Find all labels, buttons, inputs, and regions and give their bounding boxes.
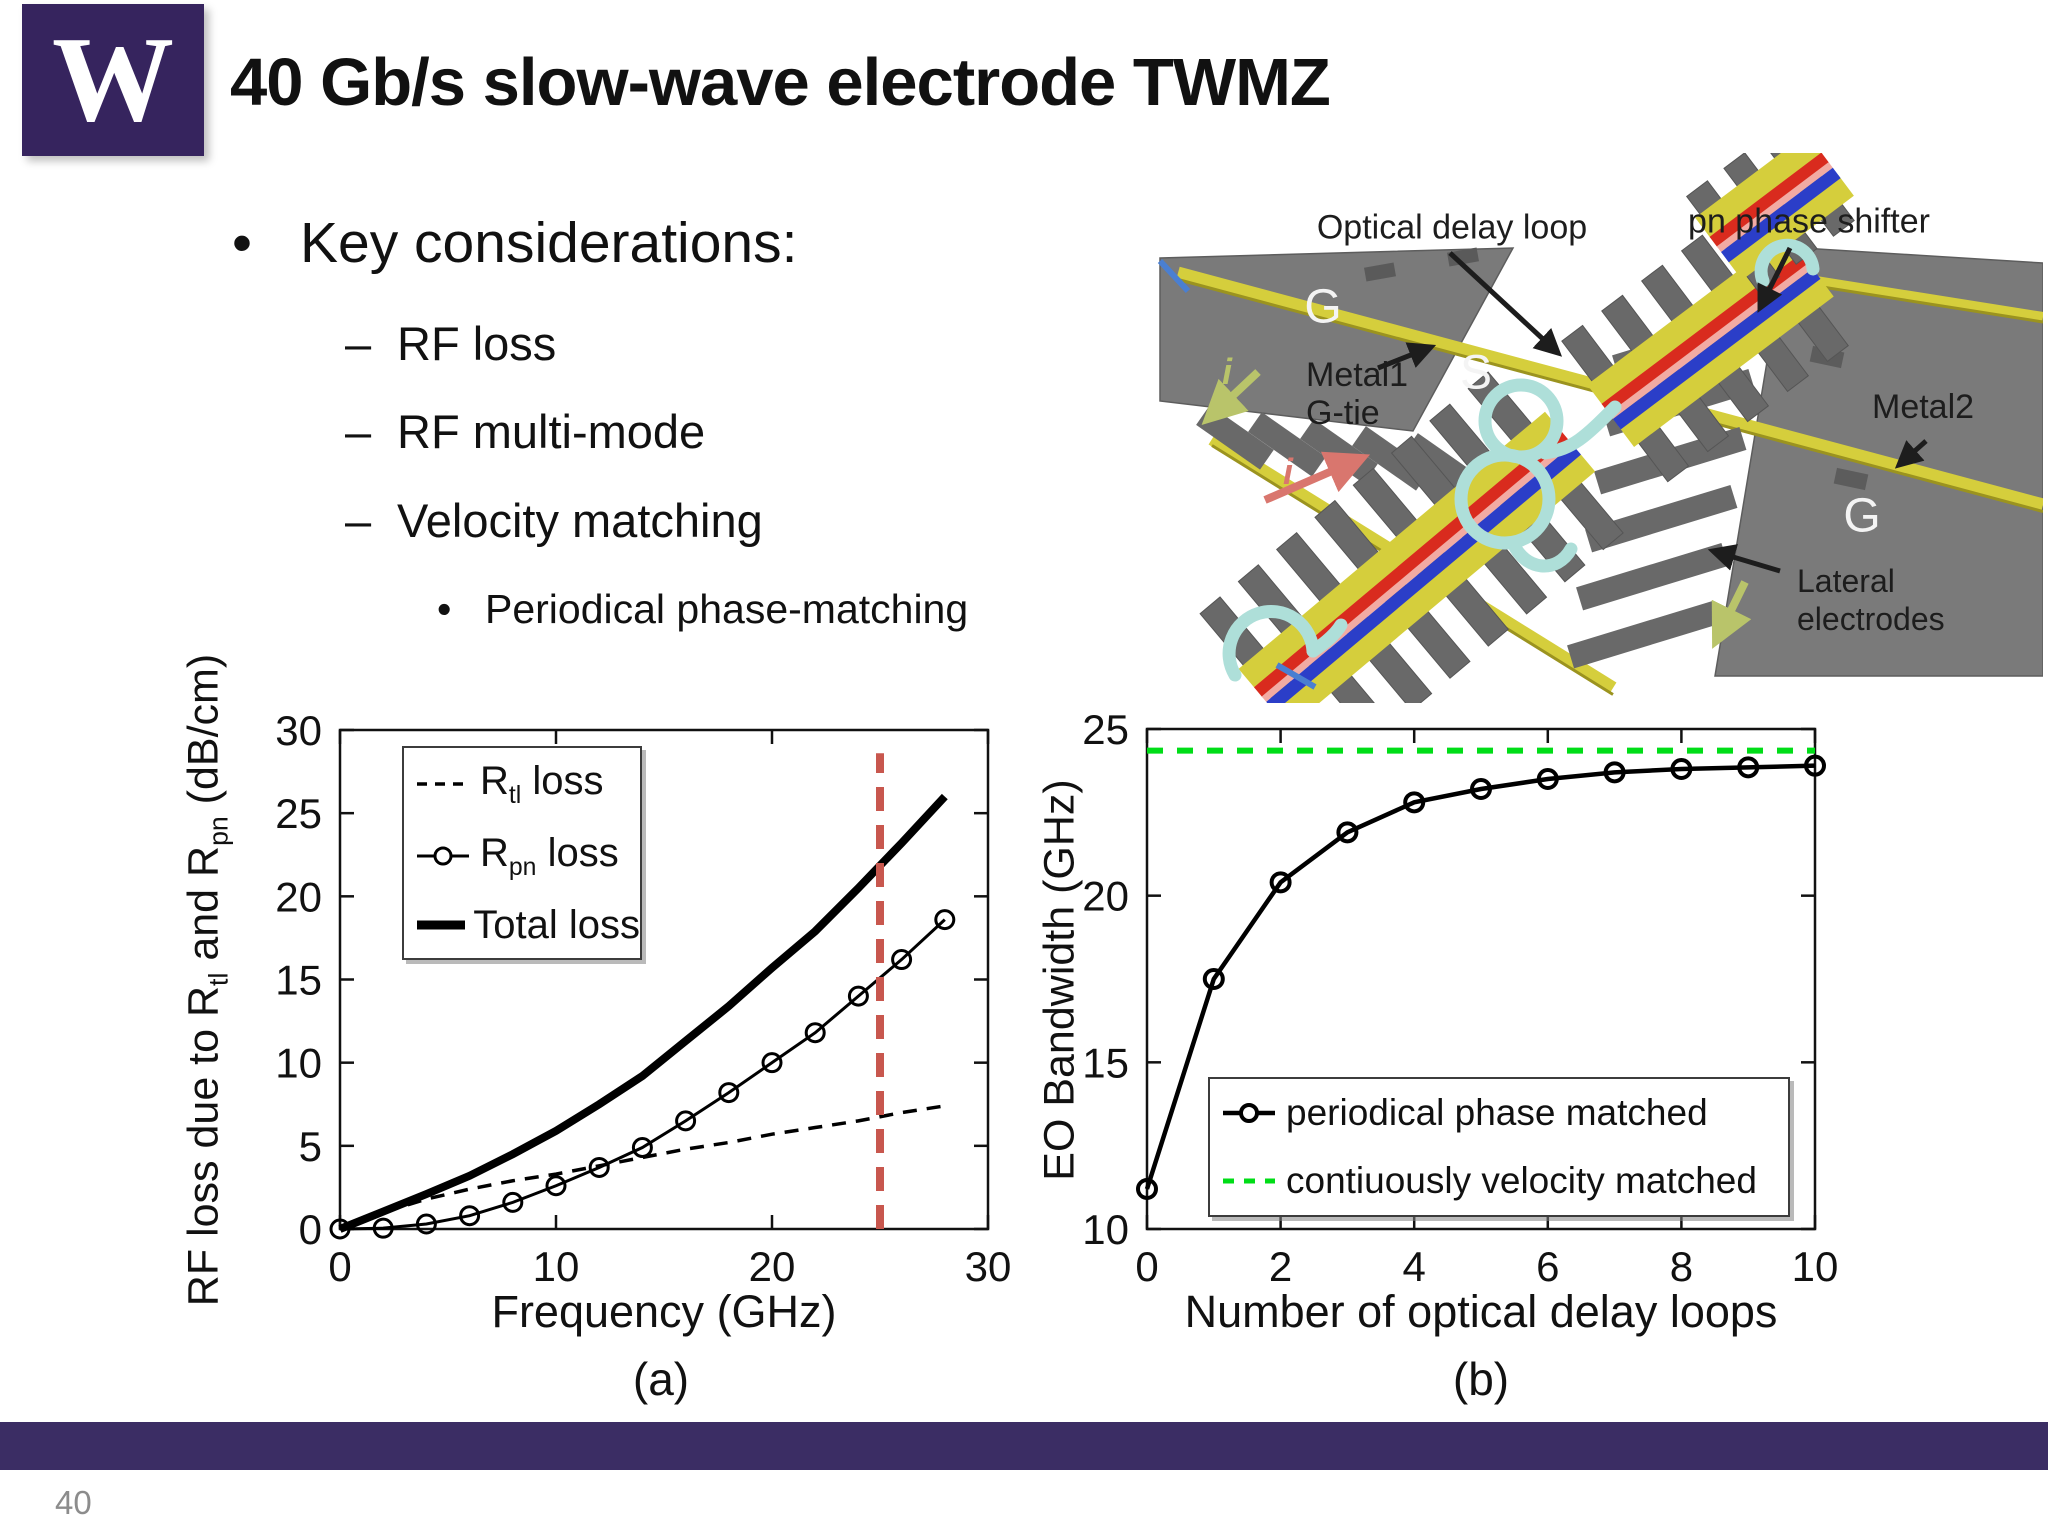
svg-text:10: 10 <box>1082 1206 1129 1253</box>
svg-text:0: 0 <box>328 1243 351 1290</box>
chart-a-caption: (a) <box>632 1353 690 1405</box>
bullet-dot-icon: • <box>437 586 452 632</box>
bullet-level2-item: – RF multi-mode <box>345 404 705 459</box>
svg-text:10: 10 <box>533 1243 580 1290</box>
chart-a-rf-loss: 0 10 20 30 0 5 10 15 20 25 30 <box>275 707 1012 1290</box>
bullet-dot-icon: • <box>232 211 252 275</box>
legend-entry: Rpn loss <box>404 831 640 882</box>
current-label-red: i <box>1282 451 1294 492</box>
bullet-level2-text: RF loss <box>397 317 557 370</box>
svg-text:10: 10 <box>1792 1243 1839 1290</box>
dash-icon: – <box>345 405 372 458</box>
bullet-level3-item: • Periodical phase-matching <box>437 586 968 633</box>
chart-a-x-axis-label: Frequency (GHz) <box>491 1286 837 1337</box>
chart-b-x-axis-label: Number of optical delay loops <box>1184 1286 1778 1337</box>
optical-delay-loop-label: Optical delay loop <box>1316 208 1588 247</box>
svg-text:25: 25 <box>275 790 322 837</box>
svg-text:6: 6 <box>1536 1243 1559 1290</box>
svg-text:25: 25 <box>1082 706 1129 753</box>
device-3d-figure <box>1157 153 2043 703</box>
bullet-level2-item: – RF loss <box>345 316 556 371</box>
svg-text:0: 0 <box>1135 1243 1158 1290</box>
legend-entry: Total loss <box>417 902 640 947</box>
ground-label-top: G <box>1304 280 1342 334</box>
legend-entry: periodical phase matched <box>1210 1092 1788 1134</box>
svg-text:15: 15 <box>275 957 322 1004</box>
chart-a-legend: Rtl loss Rpn loss Total loss <box>402 746 642 960</box>
svg-text:30: 30 <box>275 707 322 754</box>
pn-phase-shifter-label: pn phase shifter <box>1688 202 1930 241</box>
svg-text:0: 0 <box>299 1206 322 1253</box>
svg-text:4: 4 <box>1403 1243 1426 1290</box>
lateral-electrodes-label-line1: Lateral <box>1797 563 1895 599</box>
footer-bar <box>0 1422 2048 1470</box>
svg-text:10: 10 <box>275 1040 322 1087</box>
bullet-level3-text: Periodical phase-matching <box>485 586 969 632</box>
svg-text:20: 20 <box>275 873 322 920</box>
svg-text:2: 2 <box>1269 1243 1292 1290</box>
chart-b-caption: (b) <box>1452 1353 1510 1405</box>
signal-label: S <box>1459 346 1493 400</box>
page-number: 40 <box>55 1484 92 1521</box>
logo-letter: W <box>52 12 174 147</box>
lateral-electrodes-label-line2: electrodes <box>1797 601 1945 637</box>
bullet-level1: • Key considerations: <box>232 210 797 276</box>
svg-text:5: 5 <box>299 1123 322 1170</box>
svg-text:20: 20 <box>1082 873 1129 920</box>
dash-icon: – <box>345 494 372 547</box>
svg-text:8: 8 <box>1670 1243 1693 1290</box>
university-logo: W <box>22 4 204 156</box>
bullet-level2-text: RF multi-mode <box>397 405 706 458</box>
chart-b-y-axis-label: EO Bandwidth (GHz) <box>1035 779 1084 1181</box>
dash-icon: – <box>345 317 372 370</box>
svg-text:30: 30 <box>965 1243 1012 1290</box>
chart-a-y-axis-label: RF loss due to Rtl and Rpn (dB/cm) <box>179 653 234 1307</box>
metal1-label: Metal1 <box>1306 356 1409 394</box>
metal2-label: Metal2 <box>1872 388 1975 426</box>
ground-label-right: G <box>1843 489 1881 543</box>
g-tie-label: G-tie <box>1306 394 1380 432</box>
bullet-level2-item: – Velocity matching <box>345 493 763 548</box>
legend-entry: contiuously velocity matched <box>1223 1160 1757 1201</box>
current-label-green: i <box>1221 351 1233 392</box>
legend-entry: Rtl loss <box>417 758 604 809</box>
chart-b-legend: periodical phase matched contiuously velo… <box>1208 1077 1790 1217</box>
svg-text:15: 15 <box>1082 1039 1129 1086</box>
page-title: 40 Gb/s slow-wave electrode TWMZ <box>230 45 1331 120</box>
bullet-level2-text: Velocity matching <box>397 494 763 547</box>
svg-text:20: 20 <box>749 1243 796 1290</box>
bullet-level1-text: Key considerations: <box>300 211 798 275</box>
